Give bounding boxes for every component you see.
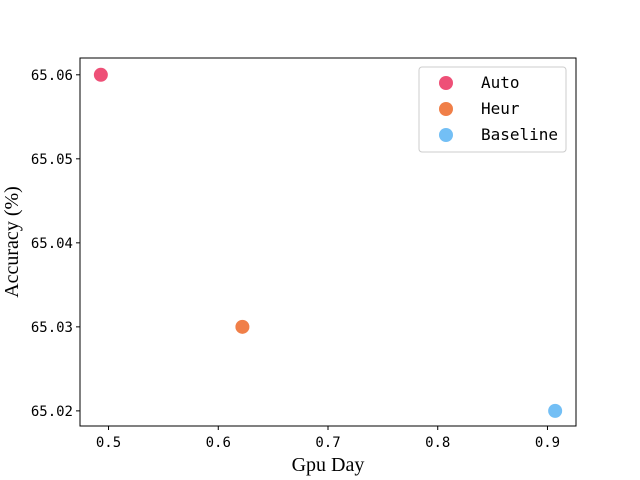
x-tick-label: 0.9 xyxy=(535,435,560,451)
x-axis-label: Gpu Day xyxy=(292,454,365,476)
y-axis-ticks: 65.02 65.03 65.04 65.05 65.06 xyxy=(31,68,80,420)
legend-label-baseline: Baseline xyxy=(481,125,558,144)
data-point-baseline xyxy=(548,403,563,418)
y-tick-label: 65.02 xyxy=(31,404,73,420)
y-tick-label: 65.03 xyxy=(31,320,73,336)
legend-box xyxy=(418,66,567,153)
legend-marker-baseline xyxy=(439,128,453,142)
x-tick-label: 0.8 xyxy=(425,435,450,451)
legend-label-heur: Heur xyxy=(481,99,520,118)
x-tick-label: 0.5 xyxy=(96,435,121,451)
data-point-heur xyxy=(235,319,250,334)
y-axis-label: Accuracy (%) xyxy=(1,186,23,298)
y-tick-label: 65.04 xyxy=(31,236,73,252)
plot-frame xyxy=(79,57,577,427)
data-points xyxy=(93,67,563,418)
y-tick-label: 65.05 xyxy=(31,152,73,168)
legend: Auto Heur Baseline xyxy=(418,66,567,153)
x-tick-label: 0.6 xyxy=(206,435,231,451)
legend-marker-heur xyxy=(439,102,453,116)
legend-items: Auto Heur Baseline xyxy=(439,73,558,144)
legend-label-auto: Auto xyxy=(481,73,520,92)
x-tick-label: 0.7 xyxy=(315,435,340,451)
data-point-auto xyxy=(93,67,108,82)
legend-marker-auto xyxy=(439,76,453,90)
y-tick-label: 65.06 xyxy=(31,68,73,84)
x-axis-ticks: 0.5 0.6 0.7 0.8 0.9 xyxy=(96,426,560,451)
